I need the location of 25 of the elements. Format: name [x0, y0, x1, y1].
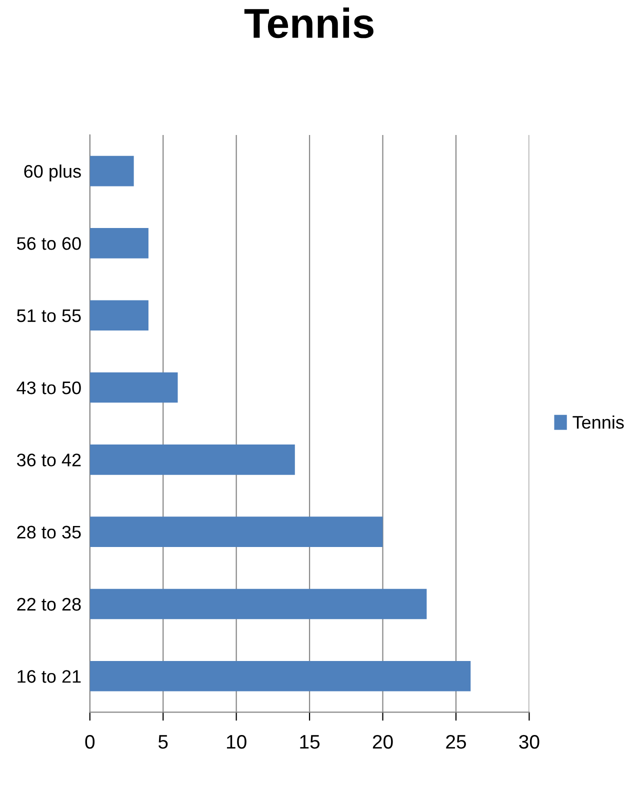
bar [90, 300, 148, 331]
legend-label: Tennis [572, 416, 624, 429]
bar [90, 516, 383, 547]
y-tick-label: 16 to 21 [18, 670, 81, 683]
x-tick-label: 0 [85, 734, 95, 749]
bar [90, 372, 178, 403]
bar [90, 660, 471, 692]
x-tick-label: 10 [226, 734, 246, 749]
y-tick-label: 22 to 28 [17, 598, 81, 611]
x-tick-label: 15 [300, 735, 320, 749]
y-tick-label: 43 to 50 [16, 381, 81, 394]
y-tick-label: 51 to 55 [17, 309, 81, 322]
x-tick-label: 20 [372, 734, 393, 749]
y-tick-label: 56 to 60 [17, 237, 81, 250]
y-tick-label: 60 plus [24, 164, 81, 182]
x-tick-label: 5 [158, 735, 168, 749]
y-tick-label: 36 to 42 [16, 454, 81, 466]
bar [90, 156, 134, 186]
bar [90, 444, 295, 475]
bar [90, 228, 148, 258]
x-tick-label: 30 [519, 734, 540, 749]
chart-title: Tennis [244, 8, 374, 38]
x-tick-label: 25 [446, 734, 466, 749]
bar [90, 588, 427, 620]
y-tick-label: 28 to 35 [17, 526, 81, 539]
